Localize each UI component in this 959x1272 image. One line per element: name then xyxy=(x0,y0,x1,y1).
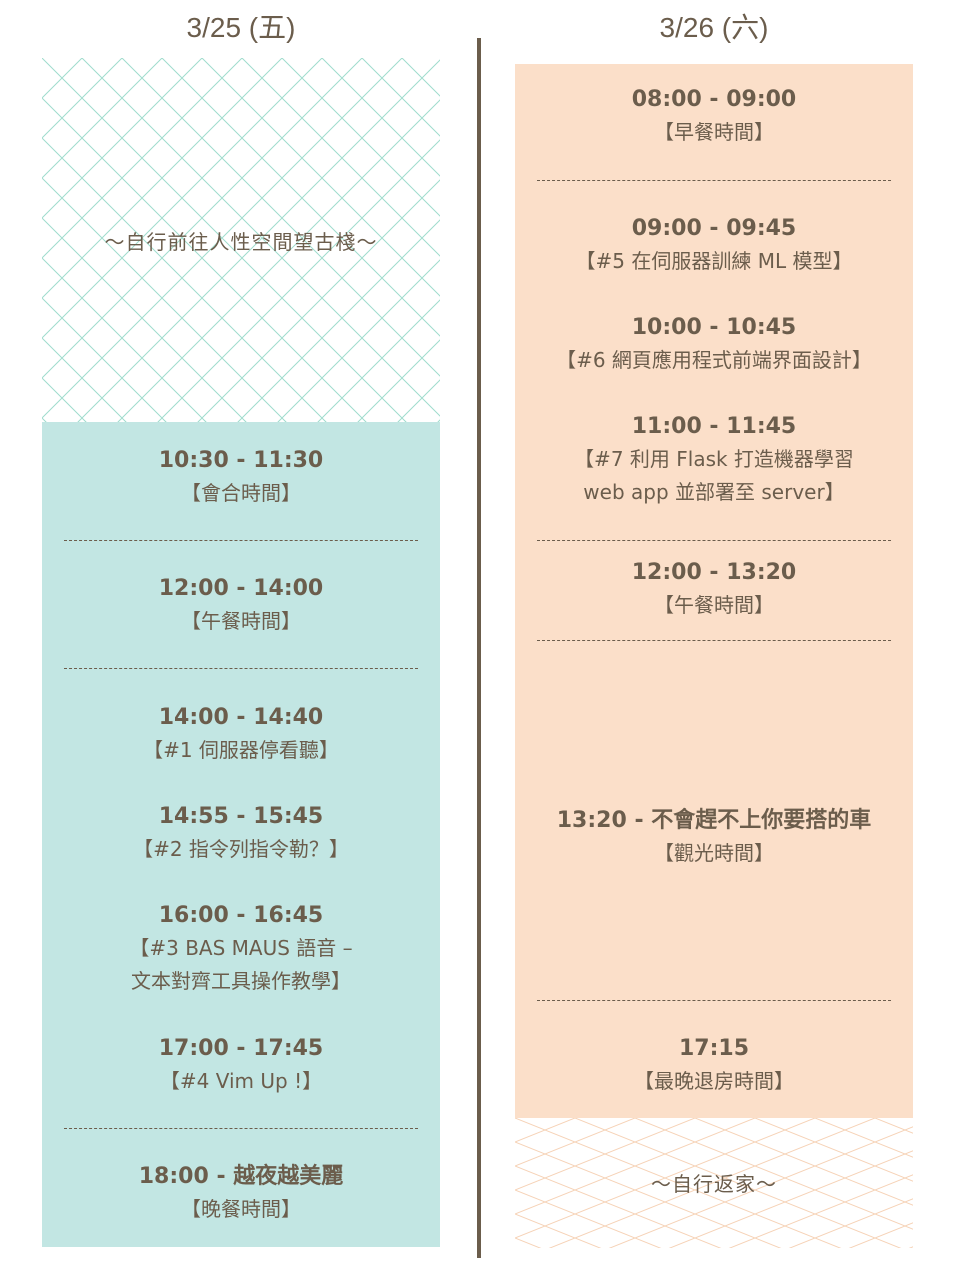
day2-outro-pattern: ～自行返家～ xyxy=(515,1118,913,1248)
item-time: 08:00 - 09:00 xyxy=(631,87,797,112)
day1-intro-pattern: ～自行前往人性空間望古棧～ xyxy=(42,58,440,422)
dashed-separator xyxy=(537,180,891,181)
day2-outro-text: ～自行返家～ xyxy=(651,1172,777,1196)
item-title: 【#2 指令列指令勒？】 xyxy=(133,837,349,861)
item-title-continued: web app 並部署至 server】 xyxy=(583,480,845,504)
schedule-item: 16:00 - 16:45 【#3 BAS MAUS 語音 – 文本對齊工具操作… xyxy=(42,899,440,998)
item-time: 12:00 - 13:20 xyxy=(631,560,797,585)
item-title: 【晚餐時間】 xyxy=(181,1197,301,1221)
item-title: 【早餐時間】 xyxy=(654,120,774,144)
schedule-item: 14:55 - 15:45 【#2 指令列指令勒？】 xyxy=(42,800,440,866)
day1-intro-text: ～自行前往人性空間望古棧～ xyxy=(104,230,378,254)
item-title: 【#1 伺服器停看聽】 xyxy=(143,738,339,762)
item-time: 16:00 - 16:45 xyxy=(158,903,324,928)
day2-schedule-panel: 08:00 - 09:00 【早餐時間】 09:00 - 09:45 【#5 在… xyxy=(515,64,913,1118)
schedule-item: 12:00 - 13:20 【午餐時間】 xyxy=(515,556,913,622)
item-time: 17:00 - 17:45 xyxy=(158,1036,324,1061)
dashed-separator xyxy=(537,1000,891,1001)
day2-header: 3/26 (六) xyxy=(659,12,769,43)
column-divider xyxy=(477,38,481,1258)
schedule-item: 09:00 - 09:45 【#5 在伺服器訓練 ML 模型】 xyxy=(515,212,913,278)
schedule-item: 10:00 - 10:45 【#6 網頁應用程式前端界面設計】 xyxy=(515,311,913,377)
item-title: 【#3 BAS MAUS 語音 – xyxy=(129,936,353,960)
item-time: 11:00 - 11:45 xyxy=(631,414,797,439)
item-title: 【午餐時間】 xyxy=(654,593,774,617)
item-time: 13:20 - 不會趕不上你要搭的車 xyxy=(556,808,872,833)
dashed-separator xyxy=(537,640,891,641)
dashed-separator xyxy=(64,668,418,669)
item-time: 12:00 - 14:00 xyxy=(158,576,324,601)
item-time: 17:15 xyxy=(678,1036,750,1061)
day1-schedule-panel: 10:30 - 11:30 【會合時間】 12:00 - 14:00 【午餐時間… xyxy=(42,422,440,1247)
item-time: 14:00 - 14:40 xyxy=(158,705,324,730)
crosshatch-pattern-graphic xyxy=(42,58,440,422)
schedule-item: 11:00 - 11:45 【#7 利用 Flask 打造機器學習 web ap… xyxy=(515,410,913,509)
schedule-item: 12:00 - 14:00 【午餐時間】 xyxy=(42,572,440,638)
item-title: 【觀光時間】 xyxy=(654,841,774,865)
dashed-separator xyxy=(64,1128,418,1129)
item-title: 【午餐時間】 xyxy=(181,609,301,633)
item-title: 【會合時間】 xyxy=(181,481,301,505)
item-title: 【#4 Vim Up !】 xyxy=(159,1069,323,1093)
item-title: 【最晚退房時間】 xyxy=(634,1069,794,1093)
schedule-item: 14:00 - 14:40 【#1 伺服器停看聽】 xyxy=(42,701,440,767)
dashed-separator xyxy=(64,540,418,541)
item-title-continued: 文本對齊工具操作教學】 xyxy=(131,969,351,993)
item-title: 【#5 在伺服器訓練 ML 模型】 xyxy=(575,249,853,273)
item-time: 10:00 - 10:45 xyxy=(631,315,797,340)
item-time: 18:00 - 越夜越美麗 xyxy=(138,1164,344,1189)
item-title: 【#7 利用 Flask 打造機器學習 xyxy=(574,447,854,471)
item-time: 10:30 - 11:30 xyxy=(158,448,324,473)
schedule-item: 18:00 - 越夜越美麗 【晚餐時間】 xyxy=(42,1160,440,1226)
item-time: 14:55 - 15:45 xyxy=(158,804,324,829)
item-title: 【#6 網頁應用程式前端界面設計】 xyxy=(556,348,872,372)
dashed-separator xyxy=(537,540,891,541)
item-time: 09:00 - 09:45 xyxy=(631,216,797,241)
crosshatch-pattern-graphic xyxy=(515,1118,913,1248)
schedule-item: 17:00 - 17:45 【#4 Vim Up !】 xyxy=(42,1032,440,1098)
schedule-item: 08:00 - 09:00 【早餐時間】 xyxy=(515,83,913,149)
schedule-item: 13:20 - 不會趕不上你要搭的車 【觀光時間】 xyxy=(515,804,913,870)
schedule-item: 17:15 【最晚退房時間】 xyxy=(515,1032,913,1098)
day1-header: 3/25 (五) xyxy=(186,12,296,43)
schedule-item: 10:30 - 11:30 【會合時間】 xyxy=(42,444,440,510)
